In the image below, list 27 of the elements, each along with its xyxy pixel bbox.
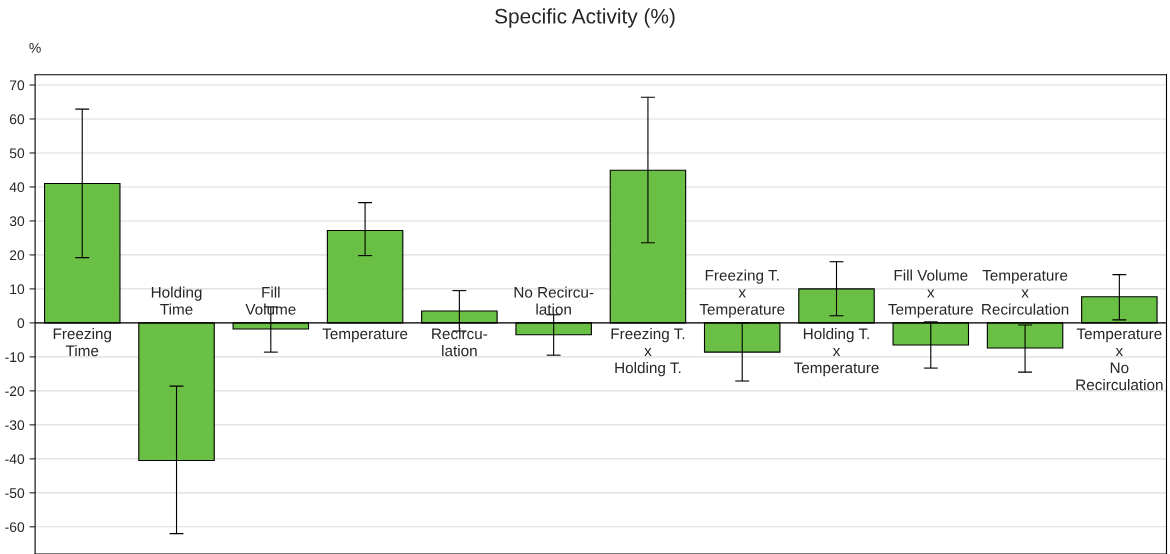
x-tick-label: No Recircu- lation [514, 286, 594, 315]
y-tick-label: 20 [9, 250, 25, 261]
y-axis-title: % [29, 43, 41, 53]
y-tick-label: -20 [5, 386, 25, 397]
y-tick-label: -10 [5, 352, 25, 363]
y-tick-label: 30 [9, 216, 25, 227]
y-tick-label: 60 [9, 114, 25, 125]
x-tick-label: Holding T. x Temperature [793, 327, 879, 377]
x-tick-label: Holding Time [151, 286, 202, 315]
x-tick-label: Freezing T. x Holding T. [611, 327, 685, 377]
y-tick-label: -40 [5, 454, 25, 465]
x-tick-label: Temperature x Recirculation [982, 270, 1069, 315]
y-tick-label: -30 [5, 420, 25, 431]
y-tick-label: 70 [9, 80, 25, 91]
y-tick-label: -60 [5, 522, 25, 532]
x-tick-label: Fill Volume x Temperature [888, 269, 973, 318]
x-tick-label: Temperature [322, 328, 408, 343]
y-tick-label: 40 [9, 182, 25, 193]
y-tick-label: 10 [10, 284, 25, 295]
y-tick-label: 0 [17, 318, 25, 329]
x-tick-label: Recircu- lation [432, 327, 488, 357]
chart-title: Specific Activity (%) [495, 8, 675, 28]
x-tick-label: Freezing T. x Temperature [699, 269, 785, 318]
x-tick-label: Temperature x No Recirculation [1076, 328, 1163, 391]
y-tick-label: -50 [5, 488, 25, 498]
y-tick-label: 50 [9, 148, 25, 159]
x-tick-label: Freezing Time [53, 327, 111, 357]
